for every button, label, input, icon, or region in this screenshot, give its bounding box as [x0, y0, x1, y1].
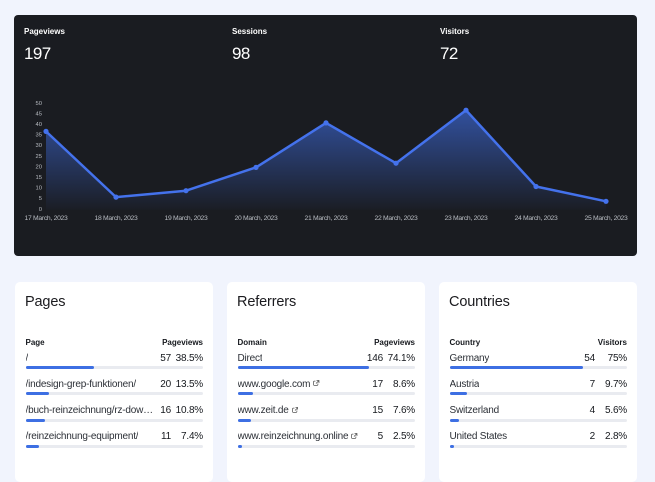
svg-text:35: 35 — [36, 133, 42, 139]
svg-text:19 March, 2023: 19 March, 2023 — [164, 215, 208, 222]
svg-text:50: 50 — [36, 101, 42, 107]
svg-text:17 March, 2023: 17 March, 2023 — [24, 215, 68, 222]
svg-text:20: 20 — [36, 164, 42, 170]
svg-text:25 March, 2023: 25 March, 2023 — [584, 215, 628, 222]
svg-text:21 March, 2023: 21 March, 2023 — [304, 215, 348, 222]
svg-text:18 March, 2023: 18 March, 2023 — [94, 215, 138, 222]
svg-text:23 March, 2023: 23 March, 2023 — [444, 215, 488, 222]
svg-text:40: 40 — [36, 122, 42, 128]
svg-text:10: 10 — [36, 186, 42, 192]
svg-text:20 March, 2023: 20 March, 2023 — [234, 215, 278, 222]
svg-text:24 March, 2023: 24 March, 2023 — [514, 215, 558, 222]
svg-text:25: 25 — [36, 154, 42, 160]
svg-text:22 March, 2023: 22 March, 2023 — [374, 215, 418, 222]
svg-text:0: 0 — [39, 207, 42, 213]
svg-text:30: 30 — [36, 143, 42, 149]
svg-text:45: 45 — [36, 111, 42, 117]
svg-text:15: 15 — [36, 175, 42, 181]
svg-text:5: 5 — [39, 196, 42, 202]
